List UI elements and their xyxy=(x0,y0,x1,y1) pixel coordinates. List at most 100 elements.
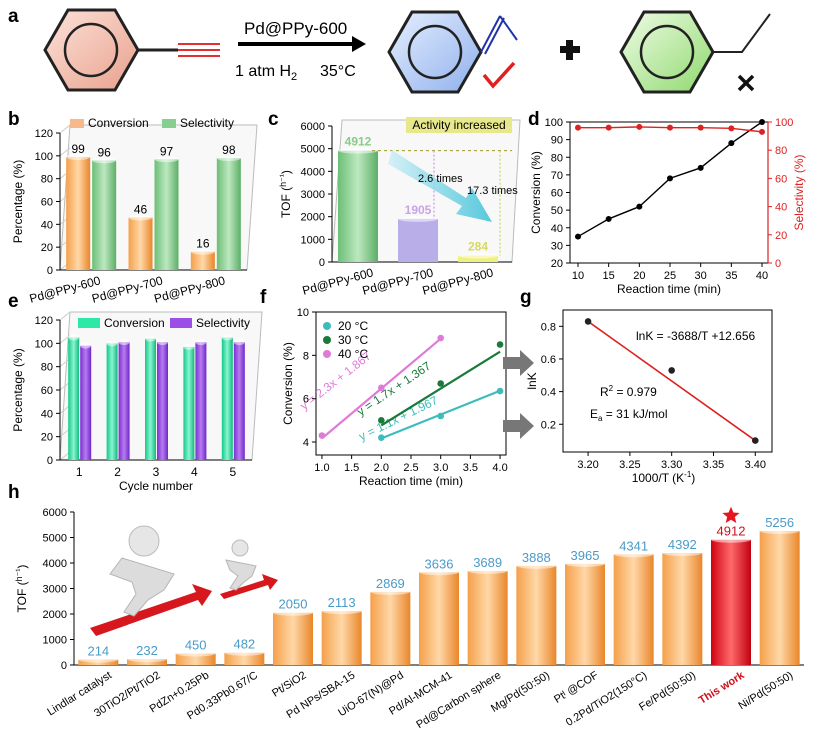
left-tick-label: 40 xyxy=(41,408,53,420)
x-tick-label: 3.40 xyxy=(745,459,766,471)
tof-bar-top xyxy=(613,551,654,558)
fit-line xyxy=(587,320,756,442)
triple-bond xyxy=(178,43,220,57)
data-label: 2869 xyxy=(376,576,405,591)
bar-conversion-top xyxy=(190,248,215,255)
data-label: 16 xyxy=(196,237,210,251)
tof-bar-top xyxy=(458,252,498,259)
tof-bar-top xyxy=(467,567,508,574)
tof-bar-top xyxy=(175,650,216,657)
left-tick-label: 60 xyxy=(41,385,53,397)
activation-energy-label: Ea = 31 kJ/mol xyxy=(590,407,668,423)
panel-label-c: c xyxy=(268,109,279,130)
tof-bar-top xyxy=(321,608,362,615)
bar-selectivity-top xyxy=(233,339,245,346)
figure-body xyxy=(109,557,175,617)
tof-bar xyxy=(224,652,265,665)
data-label: 284 xyxy=(468,240,488,254)
gridline xyxy=(59,147,71,157)
bar-conversion-top xyxy=(106,340,118,347)
tof-bar-top xyxy=(419,569,459,576)
data-point-conversion xyxy=(667,175,673,182)
y-axis-title-part: h⁻¹ xyxy=(14,569,24,582)
legend-swatch-conversion xyxy=(78,318,100,328)
data-point-conversion xyxy=(728,140,735,147)
legend-label-conversion: Conversion xyxy=(104,316,165,330)
left-tick-label: 8 xyxy=(303,350,309,362)
catalyst-label: Pd@PPy-600 xyxy=(244,19,347,38)
increase-arrow-icon xyxy=(388,150,492,222)
legend-swatch-conversion xyxy=(70,119,84,128)
tof-bar xyxy=(338,150,378,262)
y-axis-title-unit: h⁻¹ xyxy=(278,174,288,187)
tof-bar-top xyxy=(759,527,800,534)
bar-conversion xyxy=(128,217,153,270)
data-label: 232 xyxy=(136,643,158,658)
data-point xyxy=(318,432,326,439)
activation-energy-part: = 31 kJ/mol xyxy=(602,407,667,421)
gridline xyxy=(59,311,71,321)
data-point xyxy=(584,318,592,325)
bar-selectivity-top xyxy=(157,339,168,346)
left-tick-label: 0.6 xyxy=(541,354,556,366)
data-label: 2050 xyxy=(279,597,308,612)
panel-label-f: f xyxy=(260,287,267,308)
x-tick-label: Pd@PPy-800 xyxy=(153,273,227,305)
panel-e-recycling-chart: 0 20 40 60 80 100 120 1 2 3 4 5 Conversion Selectivit… xyxy=(11,311,263,493)
left-tick-label: 70 xyxy=(551,170,563,182)
x-tick-label: Ni/Pd(50:50) xyxy=(737,669,796,712)
highlight-bar xyxy=(711,539,751,665)
x-tick-label: 3.0 xyxy=(433,462,448,474)
tof-bar xyxy=(516,565,557,665)
tof-bar xyxy=(273,612,313,665)
x-tick-label: 5 xyxy=(229,465,236,479)
legend-label-selectivity: Selectivity xyxy=(180,116,234,130)
data-label: 3965 xyxy=(571,548,600,563)
panel-b-conversion-selectivity-chart: 0 20 40 60 80 100 120 99 96 Pd@PPy-600 46 97 Pd@PPy-… xyxy=(11,116,258,306)
overhydrogenated-benzene-ring xyxy=(619,10,715,94)
right-tick-label: 80 xyxy=(775,145,787,157)
bar-conversion xyxy=(190,251,215,270)
data-label: 482 xyxy=(233,637,255,652)
right-tick-label: 60 xyxy=(775,173,787,185)
vinyl-bond xyxy=(499,15,518,41)
data-point xyxy=(378,417,385,424)
data-label: 3636 xyxy=(425,556,454,571)
left-tick-label: 100 xyxy=(35,151,53,163)
left-tick-label: 6 xyxy=(303,394,309,406)
red-arrow-board-icon xyxy=(90,584,212,636)
bar-selectivity xyxy=(157,342,168,460)
data-point xyxy=(496,387,504,395)
gridline xyxy=(59,334,71,344)
tof-bar-top xyxy=(273,609,313,616)
data-label: 450 xyxy=(185,638,207,653)
data-point xyxy=(437,380,444,387)
left-tick-label: 60 xyxy=(41,197,53,209)
panel-label-b: b xyxy=(8,109,20,130)
left-tick-label: 2000 xyxy=(301,212,325,224)
x-tick-label: 1.0 xyxy=(314,462,329,474)
tof-bar xyxy=(321,611,362,665)
left-tick-label: 100 xyxy=(35,338,53,350)
y-axis-title-right: Selectivity (%) xyxy=(792,154,806,230)
tof-bar xyxy=(759,530,800,665)
data-point xyxy=(496,341,504,348)
left-tick-label: 80 xyxy=(41,174,53,186)
bar-selectivity-top xyxy=(80,342,92,349)
fit-equation: lnK = -3688/T +12.656 xyxy=(636,329,756,343)
bar-selectivity xyxy=(195,342,207,460)
figure-small-head xyxy=(231,539,249,557)
bar-conversion xyxy=(66,156,91,270)
x-axis-title: Reaction time (min) xyxy=(617,282,721,296)
left-tick-label: 5000 xyxy=(301,144,325,156)
panel-label-a: a xyxy=(8,6,19,27)
left-tick-label: 60 xyxy=(551,188,563,200)
tof-bar xyxy=(458,255,498,262)
tof-bar-top xyxy=(565,560,605,567)
ethyl-chain xyxy=(713,13,771,53)
left-tick-label: 4 xyxy=(303,437,309,449)
bar-selectivity xyxy=(233,342,245,460)
f-to-g-arrows xyxy=(503,350,534,439)
left-tick-label: 120 xyxy=(35,128,53,140)
left-tick-label: 0.4 xyxy=(541,387,556,399)
